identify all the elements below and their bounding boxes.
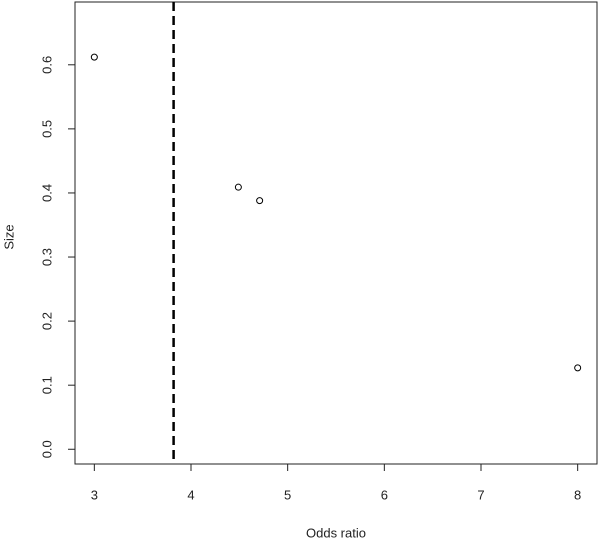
plot-box <box>74 1 598 465</box>
y-tick-label: 0.0 <box>39 440 54 458</box>
x-tick-label: 4 <box>187 487 194 502</box>
x-axis-label: Odds ratio <box>306 525 366 540</box>
x-tick-label: 6 <box>381 487 388 502</box>
x-tick-label: 3 <box>91 487 98 502</box>
point <box>256 197 264 205</box>
y-axis-label: Size <box>1 224 16 249</box>
x-tick-label: 8 <box>574 487 581 502</box>
point <box>90 53 98 61</box>
y-tick-label: 0.1 <box>39 376 54 394</box>
y-tick-label: 0.4 <box>39 184 54 202</box>
y-tick-label: 0.2 <box>39 312 54 330</box>
x-tick-label: 5 <box>284 487 291 502</box>
point <box>234 183 242 191</box>
point <box>574 364 582 372</box>
y-tick-label: 0.6 <box>39 56 54 74</box>
y-tick-label: 0.5 <box>39 120 54 138</box>
y-tick-label: 0.3 <box>39 248 54 266</box>
x-tick-label: 7 <box>477 487 484 502</box>
